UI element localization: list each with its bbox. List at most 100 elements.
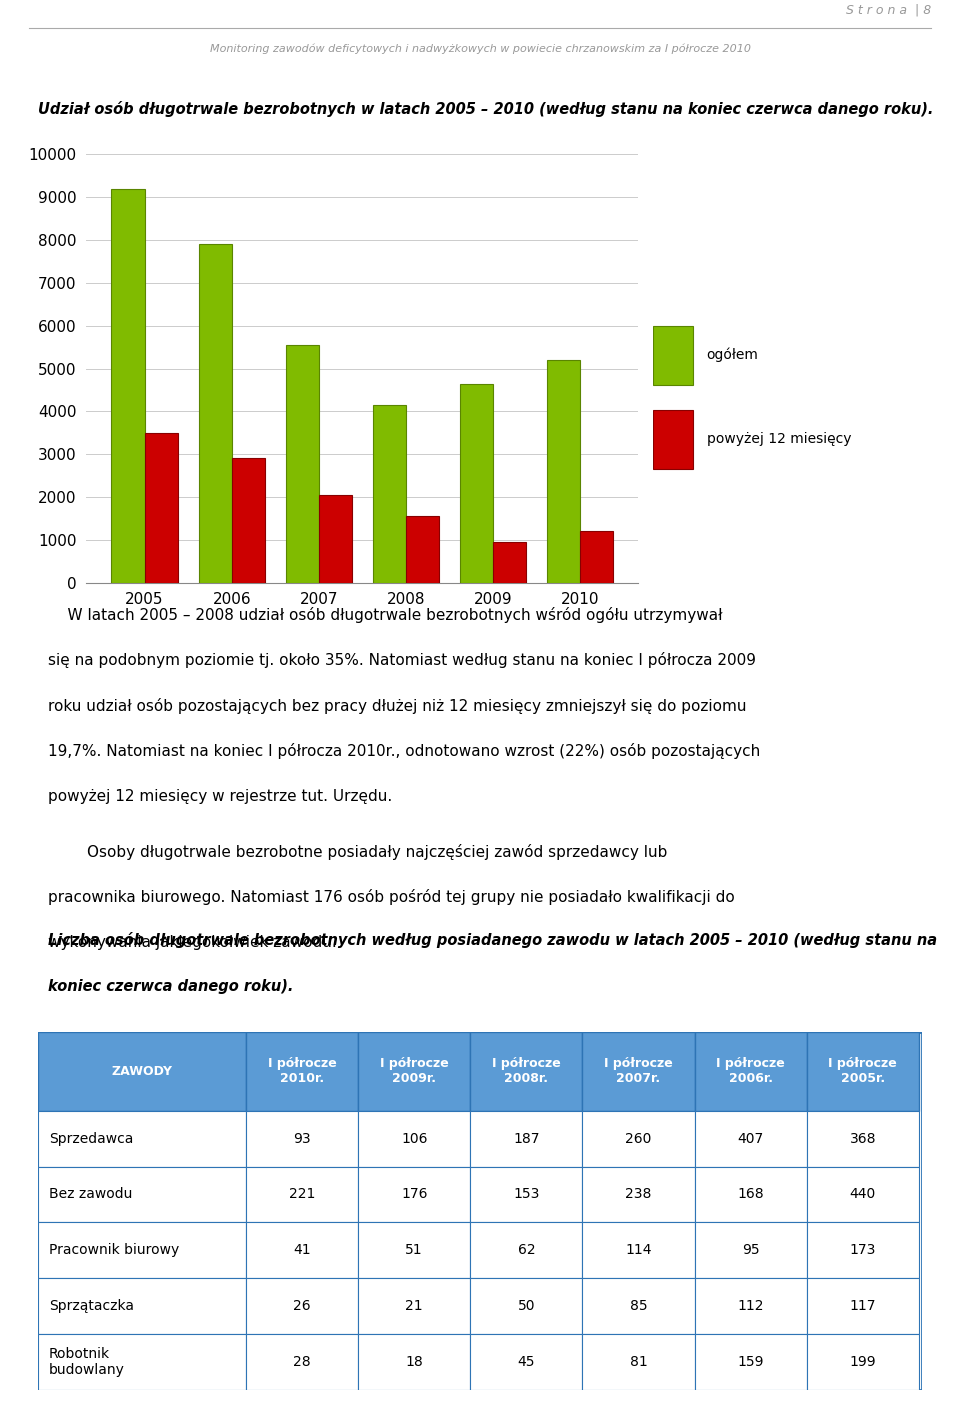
Text: 93: 93 [293,1132,311,1146]
Text: 159: 159 [737,1355,764,1369]
Bar [246,1334,358,1390]
Text: 51: 51 [405,1244,423,1258]
Text: ZAWODY: ZAWODY [111,1064,173,1078]
Text: 50: 50 [517,1299,535,1313]
Text: S t r o n a  | 8: S t r o n a | 8 [846,3,931,17]
Bar [470,1278,583,1334]
Bar [111,188,145,583]
Text: I półrocze
2009r.: I półrocze 2009r. [380,1057,448,1085]
Text: 21: 21 [405,1299,423,1313]
Text: Sprzątaczka: Sprzątaczka [49,1299,134,1313]
Text: 106: 106 [401,1132,427,1146]
Bar [583,1111,695,1167]
Text: 260: 260 [625,1132,652,1146]
Bar [38,1278,246,1334]
Text: pracownika biurowego. Natomiast 176 osób pośród tej grupy nie posiadało kwalifik: pracownika biurowego. Natomiast 176 osób… [48,889,734,906]
Bar [246,1167,358,1223]
Bar [806,1032,919,1111]
Text: ogółem: ogółem [707,348,758,362]
Bar [580,531,613,583]
Text: 173: 173 [850,1244,876,1258]
Bar [547,359,580,583]
Text: 112: 112 [737,1299,764,1313]
Bar [246,1223,358,1278]
Bar [695,1334,806,1390]
Bar [38,1111,246,1167]
Bar [583,1334,695,1390]
Bar [653,410,693,469]
Text: powyżej 12 miesięcy: powyżej 12 miesięcy [707,432,852,446]
Bar [358,1111,470,1167]
Bar [806,1167,919,1223]
Bar [695,1223,806,1278]
Bar [372,404,406,583]
Bar [695,1167,806,1223]
Bar [246,1111,358,1167]
Text: 153: 153 [514,1188,540,1202]
Text: 221: 221 [289,1188,315,1202]
Bar [493,542,526,583]
Bar [583,1223,695,1278]
Bar [286,345,319,583]
Text: 238: 238 [625,1188,652,1202]
Bar [406,517,439,583]
Bar [231,459,265,583]
Text: 114: 114 [625,1244,652,1258]
Text: się na podobnym poziomie tj. około 35%. Natomiast według stanu na koniec I półro: się na podobnym poziomie tj. około 35%. … [48,653,756,668]
Text: I półrocze
2008r.: I półrocze 2008r. [492,1057,561,1085]
Bar [199,244,231,583]
Bar [38,1223,246,1278]
Text: Monitoring zawodów deficytowych i nadwyżkowych w powiecie chrzanowskim za I półr: Monitoring zawodów deficytowych i nadwyż… [209,44,751,53]
Bar [358,1223,470,1278]
Text: I półrocze
2007r.: I półrocze 2007r. [604,1057,673,1085]
Text: 26: 26 [293,1299,311,1313]
Bar [470,1032,583,1111]
Bar [358,1167,470,1223]
Text: 168: 168 [737,1188,764,1202]
Text: wykonywania jakiegokolwiek zawodu.: wykonywania jakiegokolwiek zawodu. [48,935,337,951]
Bar [806,1334,919,1390]
Bar [583,1032,695,1111]
Text: Osoby długotrwale bezrobotne posiadały najczęściej zawód sprzedawcy lub: Osoby długotrwale bezrobotne posiadały n… [48,844,667,859]
Bar [319,494,352,583]
Bar [470,1111,583,1167]
Bar [38,1032,246,1111]
Bar [460,383,493,583]
Bar [583,1167,695,1223]
Bar [806,1223,919,1278]
Text: I półrocze
2010r.: I półrocze 2010r. [268,1057,336,1085]
Text: Bez zawodu: Bez zawodu [49,1188,132,1202]
Bar [470,1167,583,1223]
Text: Robotnik
budowlany: Robotnik budowlany [49,1346,125,1377]
Text: koniec czerwca danego roku).: koniec czerwca danego roku). [48,980,294,994]
Text: 18: 18 [405,1355,423,1369]
Text: 85: 85 [630,1299,647,1313]
Bar [38,1334,246,1390]
Text: Sprzedawca: Sprzedawca [49,1132,133,1146]
Bar [583,1278,695,1334]
Bar [695,1111,806,1167]
Text: powyżej 12 miesięcy w rejestrze tut. Urzędu.: powyżej 12 miesięcy w rejestrze tut. Urz… [48,789,393,804]
Bar [653,326,693,385]
Bar [246,1278,358,1334]
Text: 41: 41 [293,1244,311,1258]
Text: 117: 117 [850,1299,876,1313]
Text: 28: 28 [293,1355,311,1369]
Bar [470,1334,583,1390]
Text: Liczba osób długotrwale bezrobotnych według posiadanego zawodu w latach 2005 – 2: Liczba osób długotrwale bezrobotnych wed… [48,932,937,948]
Text: 62: 62 [517,1244,535,1258]
Text: 199: 199 [850,1355,876,1369]
Bar [806,1111,919,1167]
Bar [38,1167,246,1223]
Text: 368: 368 [850,1132,876,1146]
Text: 440: 440 [850,1188,876,1202]
Text: roku udział osób pozostających bez pracy dłużej niż 12 miesięcy zmniejszył się d: roku udział osób pozostających bez pracy… [48,698,747,713]
Bar [806,1278,919,1334]
Text: 95: 95 [742,1244,759,1258]
Bar [695,1278,806,1334]
Text: 45: 45 [517,1355,535,1369]
Text: I półrocze
2005r.: I półrocze 2005r. [828,1057,898,1085]
Text: 81: 81 [630,1355,647,1369]
Bar [145,432,178,583]
Bar [246,1032,358,1111]
